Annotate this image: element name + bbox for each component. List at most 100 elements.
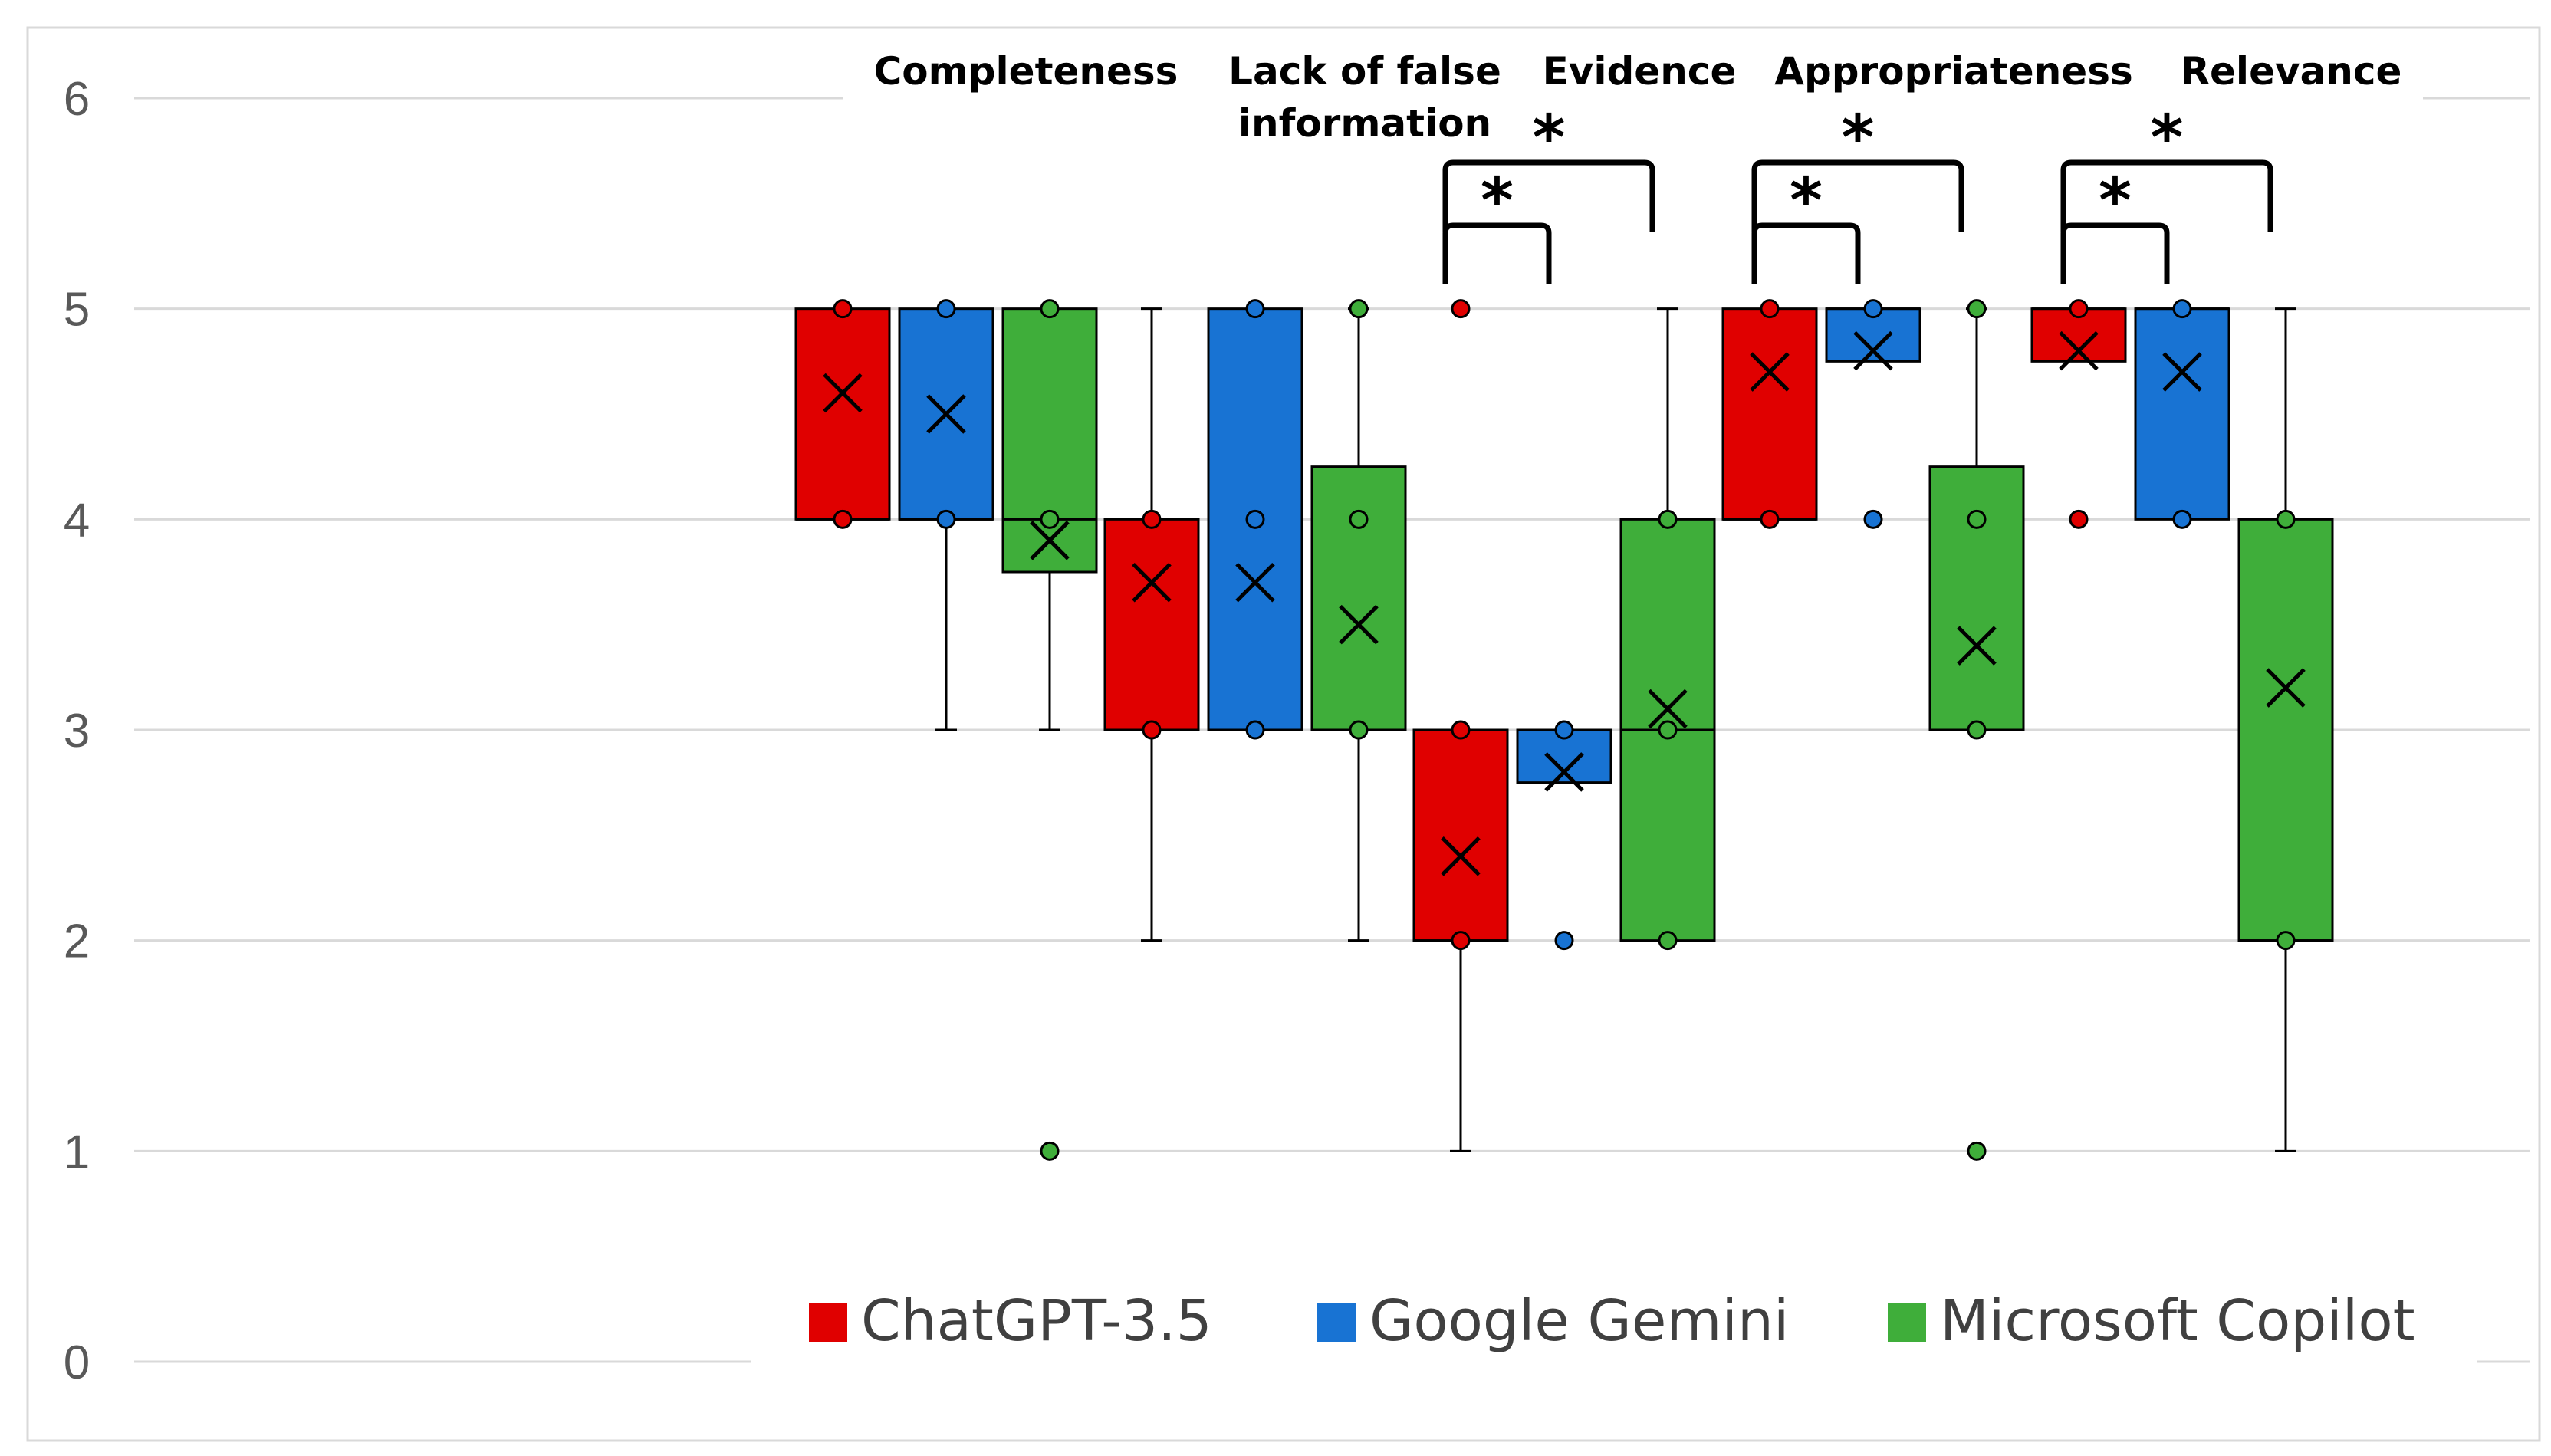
legend-item-0: ChatGPT-3.5 xyxy=(809,1288,1212,1354)
data-point-1 xyxy=(1760,299,1780,319)
box-rect xyxy=(2134,307,2230,521)
data-point-2 xyxy=(1349,299,1369,319)
data-point-0 xyxy=(2172,509,2192,529)
legend-swatch xyxy=(1317,1303,1356,1342)
significance-star: * xyxy=(2099,165,2132,238)
data-point-1 xyxy=(1349,509,1369,529)
legend-label: ChatGPT-3.5 xyxy=(861,1288,1212,1354)
significance-0: * xyxy=(1442,165,1552,284)
box-rect xyxy=(1928,465,2025,731)
data-point-0 xyxy=(833,509,853,529)
mean-marker-b xyxy=(2059,330,2099,371)
mean-marker-b xyxy=(1132,562,1172,603)
box-3-1 xyxy=(1825,299,1921,529)
category-label-2-line-0: Evidence xyxy=(1543,49,1737,94)
bracket xyxy=(1751,159,1964,232)
data-point-1 xyxy=(1967,720,1987,740)
box-rect xyxy=(1412,728,1509,942)
mean-marker-b xyxy=(2162,352,2202,392)
box-1-2 xyxy=(1310,299,1407,942)
box-series xyxy=(794,299,2334,1161)
box-rect xyxy=(1721,307,1818,521)
bracket xyxy=(2060,159,2273,232)
data-point-1 xyxy=(1658,720,1678,740)
data-point-2 xyxy=(1245,299,1265,319)
data-point-0 xyxy=(2069,509,2089,529)
y-tick-label-4: 4 xyxy=(64,494,90,547)
mean-marker-b xyxy=(1853,330,1893,371)
category-label-4-line-0: Relevance xyxy=(2181,49,2402,94)
data-point-0 xyxy=(1142,720,1162,740)
legend-item-1: Google Gemini xyxy=(1317,1288,1789,1354)
bracket xyxy=(1442,159,1655,232)
mean-marker-b xyxy=(1957,626,1997,666)
category-label-1-line-0: Lack of false xyxy=(1228,49,1501,94)
box-rect xyxy=(794,307,891,521)
mean-marker-b xyxy=(1441,836,1481,876)
y-axis-ticks: 0 1 2 3 4 5 6 xyxy=(64,73,90,1389)
category-label-panel xyxy=(843,46,2423,146)
y-tick-label-6: 6 xyxy=(64,73,90,126)
significance-star: * xyxy=(2151,102,2184,175)
significance-star: * xyxy=(1533,102,1566,175)
gridlines xyxy=(134,46,2530,1372)
box-0-1 xyxy=(898,299,994,731)
mean-marker-b xyxy=(1339,604,1379,645)
significance-5: * xyxy=(2060,102,2273,232)
box-3-0 xyxy=(1721,299,1818,529)
legend-label: Microsoft Copilot xyxy=(1940,1288,2415,1354)
data-point-0 xyxy=(1245,720,1265,740)
box-0-0 xyxy=(794,299,891,529)
data-point-1 xyxy=(833,299,853,319)
box-rect xyxy=(2237,518,2334,942)
mean-marker-b xyxy=(926,394,966,434)
data-point-0 xyxy=(1760,509,1780,529)
data-point-1 xyxy=(1142,509,1162,529)
mean-marker-b xyxy=(1235,562,1275,603)
data-point-1 xyxy=(2069,299,2089,319)
y-tick-label-2: 2 xyxy=(64,915,90,968)
data-point-1 xyxy=(1554,720,1574,740)
box-0-2 xyxy=(1001,299,1098,1161)
y-tick-label-3: 3 xyxy=(64,705,90,758)
y-tick-label-0: 0 xyxy=(64,1336,90,1389)
legend-swatch xyxy=(809,1303,847,1342)
legend-panel xyxy=(751,1257,2477,1372)
box-4-0 xyxy=(2030,299,2127,529)
mean-marker-b xyxy=(1648,689,1688,729)
significance-star: * xyxy=(1842,102,1875,175)
data-point-0 xyxy=(1967,1141,1987,1161)
box-4-2 xyxy=(2237,307,2334,1152)
significance-1: * xyxy=(1442,102,1655,232)
box-3-2 xyxy=(1928,299,2025,1161)
significance-brackets: * * * * * * xyxy=(1442,102,2273,284)
category-labels: Completeness Lack of false information Evid… xyxy=(874,49,2402,146)
significance-star: * xyxy=(1790,165,1823,238)
box-2-0 xyxy=(1412,299,1509,1152)
data-point-1 xyxy=(936,299,956,319)
legend-label: Google Gemini xyxy=(1369,1288,1789,1354)
mean-marker-b xyxy=(1030,521,1070,560)
mean-marker-b xyxy=(2266,668,2306,708)
data-point-3 xyxy=(1967,299,1987,319)
mean-marker-b xyxy=(823,373,863,413)
box-4-1 xyxy=(2134,299,2230,529)
data-point-1 xyxy=(1040,509,1060,529)
y-tick-label-1: 1 xyxy=(64,1126,90,1178)
box-1-1 xyxy=(1207,299,1303,740)
data-point-2 xyxy=(1451,299,1471,319)
significance-star: * xyxy=(1481,165,1514,238)
y-tick-label-5: 5 xyxy=(64,284,90,337)
category-label-0-line-0: Completeness xyxy=(874,49,1179,94)
category-label-3-line-0: Appropriateness xyxy=(1774,49,2132,94)
box-2-1 xyxy=(1516,720,1612,951)
legend-item-2: Microsoft Copilot xyxy=(1888,1288,2415,1354)
mean-marker-b xyxy=(1544,752,1584,792)
data-point-0 xyxy=(936,509,956,529)
data-point-0 xyxy=(1349,720,1369,740)
significance-3: * xyxy=(1751,102,1964,232)
data-point-1 xyxy=(1245,509,1265,529)
data-point-0 xyxy=(2276,931,2296,951)
